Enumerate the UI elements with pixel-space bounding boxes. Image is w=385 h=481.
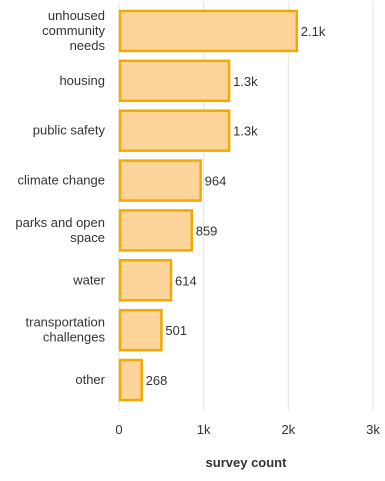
bar xyxy=(118,209,193,252)
category-label: transportation xyxy=(26,315,106,330)
category-label: parks and open xyxy=(15,215,105,230)
x-axis-ticks: 0 1k 2k 3k xyxy=(115,422,380,437)
category-label: water xyxy=(72,272,105,287)
data-label: 2.1k xyxy=(301,24,326,39)
bar xyxy=(118,109,231,152)
bar xyxy=(118,9,299,53)
x-tick-label: 3k xyxy=(366,422,380,437)
x-tick-label: 2k xyxy=(281,422,295,437)
bars xyxy=(118,9,299,402)
category-label: public safety xyxy=(33,123,106,138)
category-label: space xyxy=(70,230,105,245)
category-label: climate change xyxy=(18,173,105,188)
category-label: needs xyxy=(70,38,106,53)
data-label: 964 xyxy=(205,174,227,189)
data-label: 614 xyxy=(175,273,197,288)
data-label: 268 xyxy=(146,373,168,388)
bar xyxy=(118,159,202,202)
data-labels: 2.1k 1.3k 1.3k 964 859 614 501 268 xyxy=(146,24,326,388)
category-label: housing xyxy=(59,73,105,88)
data-label: 1.3k xyxy=(233,74,258,89)
bar xyxy=(118,59,231,103)
bar xyxy=(118,259,173,302)
category-label: challenges xyxy=(43,330,106,345)
bar xyxy=(118,308,163,352)
x-tick-label: 0 xyxy=(115,422,122,437)
x-axis-title: survey count xyxy=(206,455,288,470)
data-label: 1.3k xyxy=(233,124,258,139)
category-label: other xyxy=(75,372,105,387)
bar xyxy=(118,358,143,402)
data-label: 859 xyxy=(196,223,218,238)
category-label: community xyxy=(42,23,105,38)
category-label: unhoused xyxy=(48,8,105,23)
data-label: 501 xyxy=(165,323,187,338)
x-tick-label: 1k xyxy=(197,422,211,437)
